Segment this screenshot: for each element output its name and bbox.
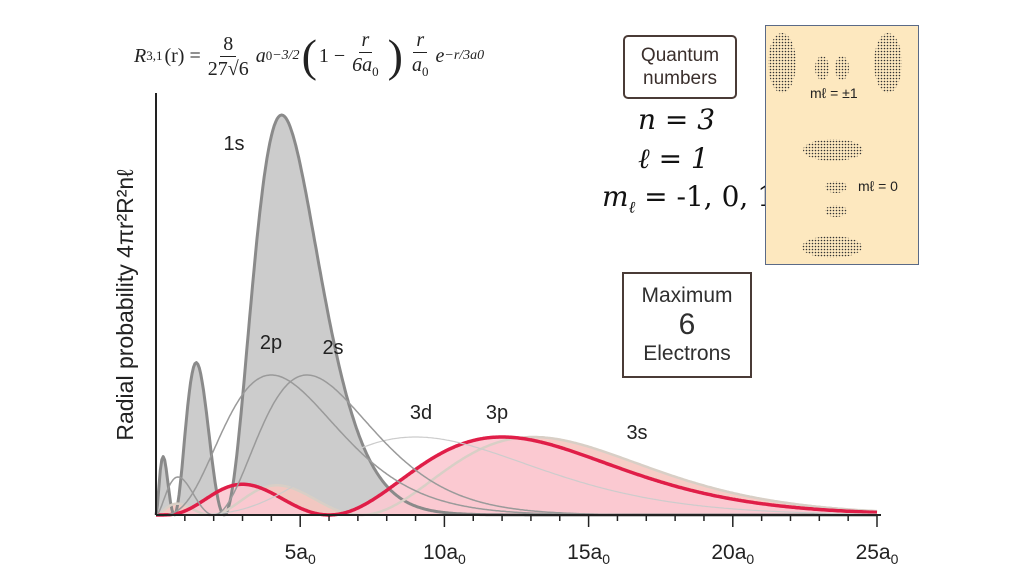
- formula-frac2-num: r: [358, 28, 373, 53]
- quantum-numbers-box: Quantum numbers: [623, 35, 737, 99]
- formula-frac3-num: r: [413, 28, 428, 53]
- y-axis-label: Radial probability 4πr²R²nℓ: [112, 169, 138, 441]
- quantum-ml-sub: ℓ: [628, 197, 636, 217]
- x-tick-label-subscript: 0: [602, 551, 610, 567]
- quantum-ml: mℓ = -1, 0, 1: [602, 180, 775, 218]
- formula-frac3-den-text: a: [412, 54, 422, 76]
- x-tick-label-subscript: 0: [746, 551, 754, 567]
- formula-lhs-sub: 3,1: [146, 48, 163, 63]
- area-1s: [156, 115, 877, 515]
- formula-frac-8: 8 27√6: [205, 32, 252, 81]
- formula-frac2-den-text: 6a: [352, 54, 373, 76]
- formula-frac1-den: 27√6: [207, 57, 249, 80]
- x-tick-label-subscript: 0: [891, 551, 899, 567]
- quantum-box-line2: numbers: [643, 68, 717, 89]
- quantum-ml-symbol: m: [602, 180, 629, 213]
- curve-3d: [156, 436, 878, 516]
- x-tick-label: 25a0: [856, 541, 899, 567]
- formula-frac2-den-sub: 0: [372, 64, 379, 79]
- p-orbital-illustration: [768, 33, 902, 258]
- formula-exp-base: e: [435, 44, 445, 67]
- lobe-center-top: [825, 181, 847, 193]
- formula-frac2-den: 6a0: [349, 53, 382, 84]
- max-box-line1: Maximum: [641, 284, 733, 307]
- lobe-top-left: [768, 33, 796, 93]
- series-label-2p: 2p: [260, 332, 282, 354]
- orbital-label-pm1: mℓ = ±1: [810, 85, 858, 101]
- formula-frac-r6a0: r 6a0: [349, 28, 382, 84]
- formula-a0-sub: 0: [265, 48, 273, 63]
- radial-wavefunction-formula: R 3,1 (r) = 8 27√6 a 0 −3/2 ( 1 − r 6a0 ) r …: [134, 24, 484, 88]
- maximum-electrons-box: Maximum 6 Electrons: [622, 272, 752, 378]
- formula-lhs: R: [134, 44, 147, 67]
- x-tick-label: 20a0: [711, 541, 754, 567]
- quantum-box-line1: Quantum: [640, 45, 720, 66]
- lobe-bottom: [802, 236, 862, 258]
- max-box-count: 6: [678, 308, 696, 341]
- formula-close-paren: ): [387, 30, 403, 81]
- lobe-mid-top: [803, 139, 863, 161]
- formula-lhs-arg: (r) =: [164, 44, 201, 67]
- quantum-ml-values: = -1, 0, 1: [635, 180, 776, 213]
- formula-a0: a: [255, 44, 266, 67]
- area-3p: [156, 437, 877, 515]
- max-box-line3: Electrons: [643, 342, 731, 365]
- quantum-n: n = 3: [638, 103, 716, 136]
- formula-exp-power: −r/3a0: [444, 48, 485, 63]
- formula-frac-ra0: r a0: [409, 28, 432, 84]
- x-tick-label: 10a0: [423, 541, 466, 567]
- lobe-inner-left: [815, 56, 829, 80]
- quantum-l: ℓ = 1: [638, 142, 709, 175]
- lobe-inner-right: [835, 56, 849, 80]
- series-label-2s: 2s: [322, 337, 343, 359]
- formula-inner-one: 1 −: [318, 44, 346, 67]
- formula-open-paren: (: [301, 30, 317, 81]
- x-tick-label-subscript: 0: [308, 551, 316, 567]
- series-label-3d: 3d: [410, 402, 432, 424]
- x-tick-label-subscript: 0: [458, 551, 466, 567]
- lobe-top-right: [874, 33, 902, 93]
- x-tick-label: 15a0: [567, 541, 610, 567]
- p-orbital-panel: mℓ = ±1 mℓ = 0: [765, 25, 919, 265]
- formula-frac1-num: 8: [220, 32, 237, 57]
- series-label-3p: 3p: [486, 402, 508, 424]
- formula-frac3-den-sub: 0: [422, 64, 429, 79]
- formula-a0-power: −3/2: [272, 48, 300, 63]
- lobe-center-bottom: [825, 205, 847, 217]
- series-label-1s: 1s: [223, 133, 244, 155]
- formula-frac3-den: a0: [409, 53, 432, 84]
- x-tick-label: 5a0: [285, 541, 316, 567]
- orbital-label-0: mℓ = 0: [858, 178, 898, 194]
- series-label-3s: 3s: [626, 422, 647, 444]
